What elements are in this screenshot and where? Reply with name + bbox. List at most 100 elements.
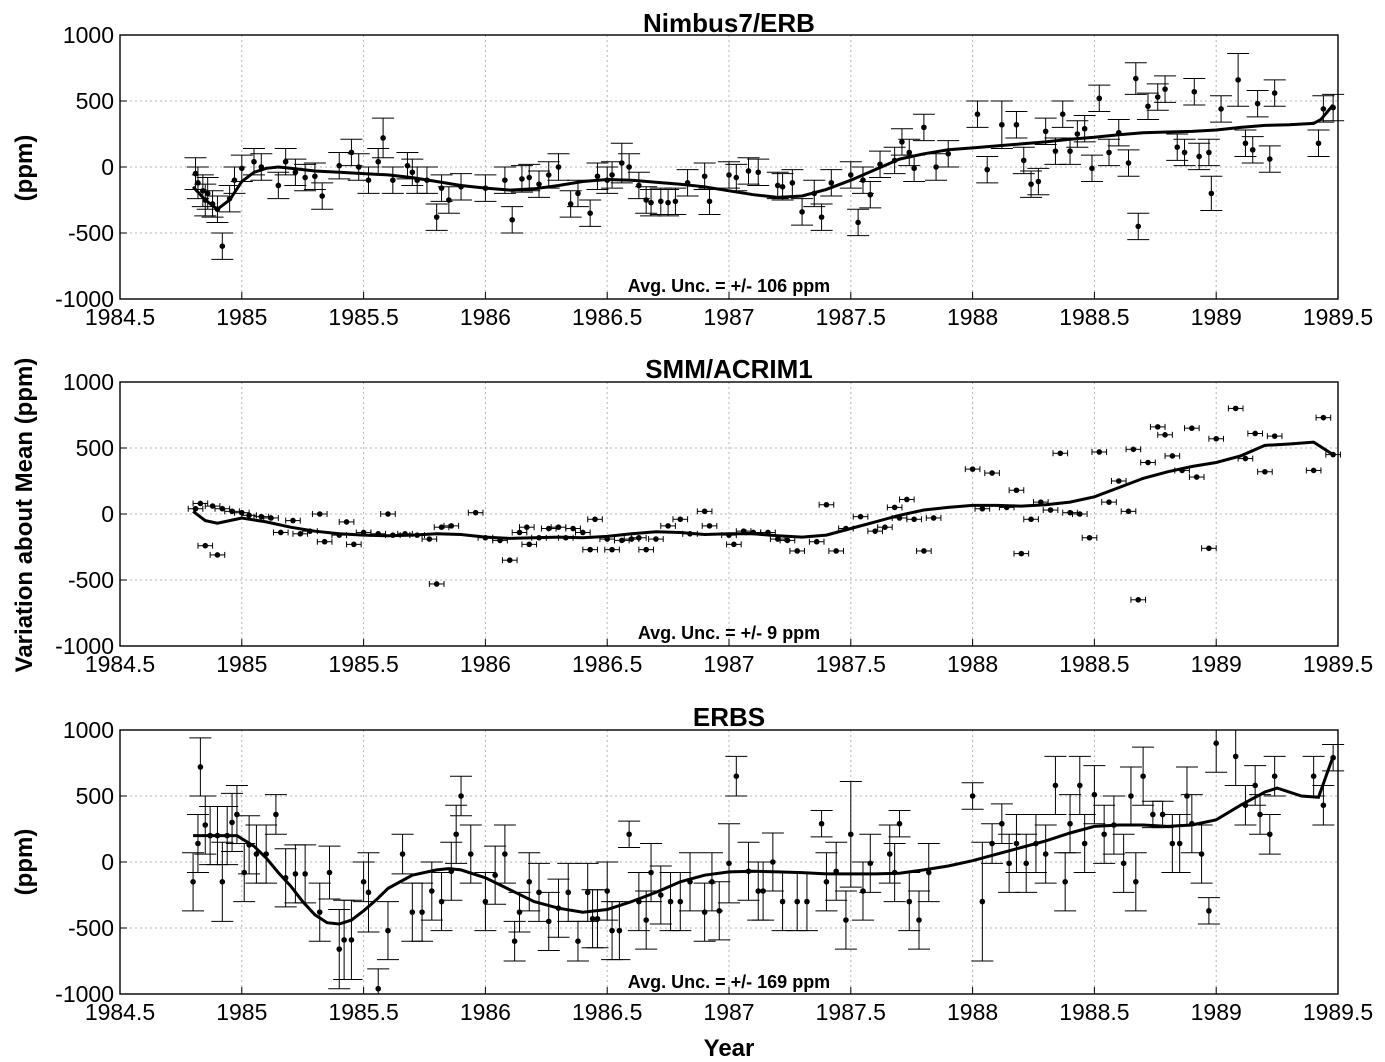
data-point [1062,879,1068,885]
data-point [1271,433,1278,439]
y-tick-label: -500 [68,915,114,941]
y-tick-label: 0 [101,154,114,180]
data-point [886,851,893,857]
data-point [545,172,552,178]
data-point [258,164,265,170]
data-point [1089,165,1095,172]
data-point [1023,860,1029,867]
data-point [545,918,552,925]
data-point [472,509,479,516]
data-point [536,534,542,541]
data-point [1086,534,1093,541]
data-point [899,139,905,145]
data-point [784,537,791,544]
data-point [1013,121,1020,128]
data-point [1169,840,1176,847]
data-point [587,546,593,553]
data-point [360,879,367,885]
data-point [239,165,245,172]
data-point [1232,753,1239,760]
y-tick-label: 500 [76,783,114,809]
data-point [519,176,525,182]
data-point [1198,851,1205,857]
data-point [390,532,396,538]
data-point [282,875,289,881]
data-point [385,927,391,934]
data-point [1213,740,1219,746]
data-point [414,177,420,183]
data-point [848,831,854,838]
data-point [1091,791,1098,798]
data-point [277,529,284,536]
data-point [246,842,252,848]
x-tick-label: 1987 [703,304,754,330]
data-point [1067,509,1073,516]
data-point [1106,499,1112,505]
data-point [930,515,937,521]
data-point [657,892,664,898]
plot-frame [119,381,1339,647]
data-point [555,905,562,911]
data-point [526,174,533,181]
data-point [380,135,386,141]
trend-line-group [192,440,1334,540]
y-tick-labels: -1000 -500 0 500 1000 [55,717,114,1007]
data-point [779,898,786,905]
data-point [1330,754,1336,761]
trend-line [192,440,1334,540]
data-point [1013,487,1020,494]
data-point [745,868,752,875]
data-point [1128,793,1134,799]
data-point [195,840,201,847]
y-tick-label: -1000 [55,286,114,312]
data-point [448,523,455,529]
data-point [1254,100,1261,107]
data-point [343,519,350,525]
data-point [750,529,757,536]
data-point [229,819,235,826]
data-point [648,869,654,876]
data-point [818,214,825,220]
data-point [1320,802,1327,809]
data-point [1125,508,1132,515]
data-point [1096,449,1103,455]
y-tick-labels: -1000 -500 0 500 1000 [55,369,114,659]
data-point [945,151,952,157]
data-point [677,516,684,523]
x-tick-label: 1987.5 [816,651,886,677]
data-point [302,174,308,181]
data-point [246,512,252,519]
data-point [979,898,986,905]
data-point [1242,802,1249,809]
data-point [687,879,693,885]
x-tick-label: 1988.5 [1059,304,1129,330]
data-point [882,524,888,530]
data-point [760,888,766,894]
data-point [202,542,209,549]
data-point [1135,223,1142,230]
data-point [584,889,591,896]
panel-title: Nimbus7/ERB [643,8,815,38]
data-point [526,541,533,548]
x-tick-label: 1984.5 [85,999,155,1025]
data-point [526,879,533,885]
data-point [794,548,801,554]
x-tick-label: 1987.5 [816,999,886,1025]
data-point [197,500,204,507]
data-point [765,529,771,536]
data-point [1257,811,1263,818]
data-point [1208,190,1215,197]
data-point [1262,468,1268,475]
data-point [219,505,226,512]
data-point [385,511,391,517]
data-point [448,868,455,875]
x-tick-labels: 1984.5 1985 1985.5 1986 1986.5 1987 1987.5 1988… [85,651,1373,677]
data-point [916,917,922,923]
data-point [799,209,805,215]
data-point [438,185,445,191]
data-point [202,197,209,203]
x-tick-label: 1985.5 [328,304,398,330]
data-point [789,180,796,186]
data-point [268,515,274,521]
data-point [307,528,313,534]
